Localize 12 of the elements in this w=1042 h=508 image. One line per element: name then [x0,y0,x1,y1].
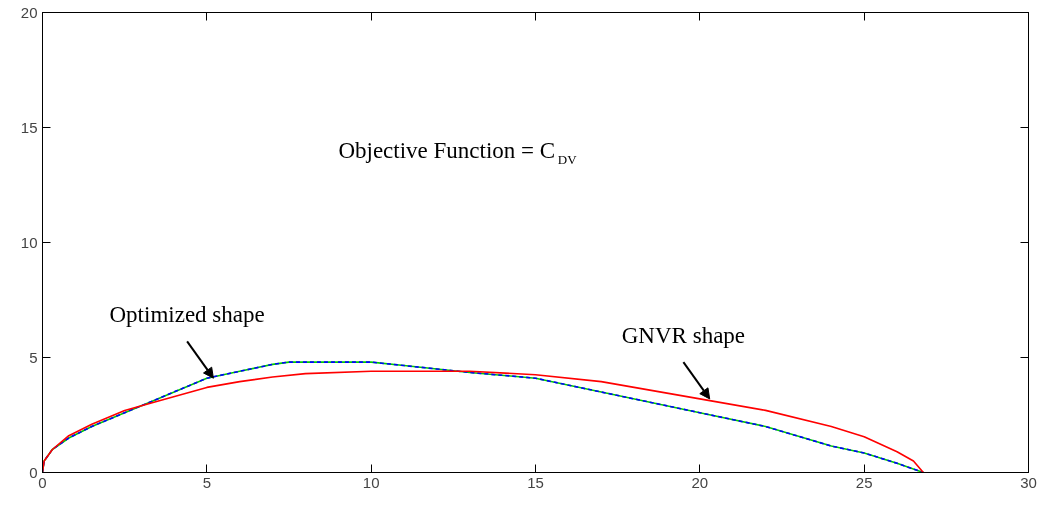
annotation: Optimized shape [109,302,265,328]
x-tick-label: 20 [691,473,709,491]
y-tick-label: 10 [20,233,38,251]
x-tick-label: 5 [202,473,212,491]
y-tick-label: 15 [20,118,38,136]
x-tick-label: 25 [855,473,873,491]
annotation: GNVR shape [621,323,746,349]
x-tick-label: 15 [527,473,544,491]
y-tick-label: 20 [20,3,38,21]
x-tick-label: 30 [1020,473,1037,491]
y-tick-label: 5 [29,348,38,366]
x-tick-label: 10 [362,473,380,491]
